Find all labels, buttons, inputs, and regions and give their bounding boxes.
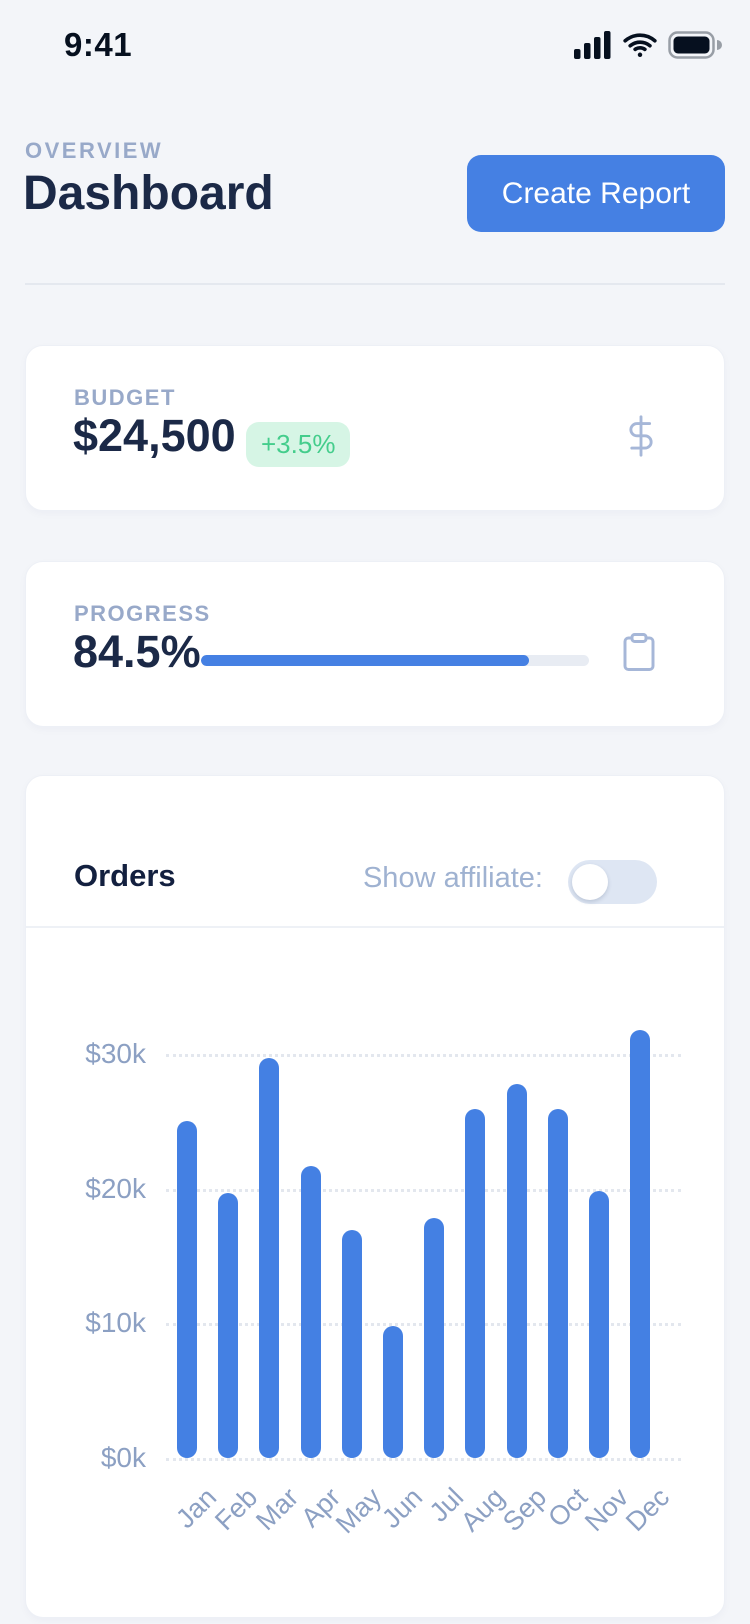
gridline-0k: [166, 1458, 681, 1461]
budget-label: BUDGET: [74, 385, 176, 410]
cellular-signal-icon: [574, 31, 612, 59]
page-title: Dashboard: [23, 167, 274, 220]
bar-may: [341, 1230, 362, 1458]
y-axis-tick-0k: $0k: [100, 1442, 146, 1473]
overview-eyebrow: OVERVIEW: [25, 138, 164, 163]
y-axis-tick-10k: $10k: [85, 1307, 146, 1339]
wifi-icon: [623, 31, 657, 59]
show-affiliate-toggle[interactable]: [568, 860, 657, 904]
bar-oct: [547, 1109, 568, 1458]
y-axis-tick-30k: $30k: [85, 1037, 146, 1069]
create-report-button[interactable]: Create Report: [467, 155, 725, 232]
clipboard-icon: [618, 628, 664, 684]
orders-title: Orders: [74, 858, 176, 893]
progress-card: PROGRESS 84.5%: [25, 561, 725, 727]
orders-header-divider: [26, 926, 724, 928]
budget-value: $24,500: [73, 410, 236, 461]
bar-dec: [630, 1029, 651, 1458]
progress-value: 84.5%: [73, 626, 201, 677]
bar-sep: [506, 1083, 527, 1458]
status-icons: [574, 30, 722, 60]
budget-card: BUDGET $24,500 +3.5%: [25, 345, 725, 511]
progress-label: PROGRESS: [74, 601, 211, 626]
bar-aug: [465, 1109, 486, 1458]
orders-card: Orders Show affiliate: $0k $10k $20k $30k Ja…: [25, 775, 725, 1618]
bar-jun: [383, 1325, 403, 1458]
dollar-sign-icon: [618, 408, 664, 464]
bar-nov: [589, 1191, 609, 1458]
orders-chart: $0k $10k $20k $30k Jan Feb Mar Apr May Jun Jul Aug S…: [26, 926, 726, 1619]
progress-bar-fill: [201, 655, 529, 666]
y-axis-tick-20k: $20k: [85, 1172, 146, 1204]
progress-bar-track: [201, 655, 589, 666]
status-time: 9:41: [64, 26, 133, 63]
bar-jan: [177, 1121, 197, 1458]
header-divider: [25, 283, 725, 285]
gridline-30k: [166, 1053, 681, 1057]
bar-mar: [259, 1057, 280, 1458]
status-bar: 9:41: [0, 0, 750, 80]
budget-delta-badge: +3.5%: [246, 422, 351, 467]
show-affiliate-label: Show affiliate:: [362, 862, 543, 894]
gridline-10k: [166, 1323, 681, 1327]
toggle-knob: [572, 864, 608, 900]
bar-jul: [424, 1218, 445, 1458]
bar-feb: [218, 1192, 239, 1458]
bar-apr: [300, 1165, 321, 1458]
gridline-20k: [166, 1188, 681, 1192]
battery-icon: [668, 31, 722, 59]
